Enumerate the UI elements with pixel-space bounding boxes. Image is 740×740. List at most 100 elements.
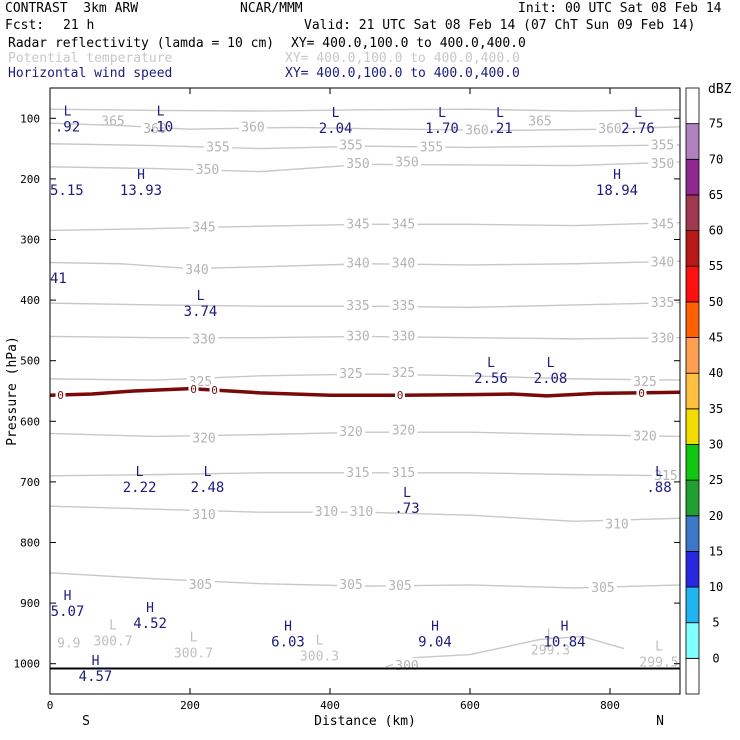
reflectivity-label-0: 0 bbox=[190, 383, 197, 396]
theta-label-bg bbox=[648, 254, 677, 269]
wind-extremum-value: 1.70 bbox=[425, 121, 459, 137]
wind-extremum-value: .92 bbox=[55, 119, 80, 135]
theta-label-bg bbox=[344, 464, 372, 479]
theta-label-335: 335 bbox=[392, 299, 415, 314]
theta-label-bg bbox=[344, 328, 372, 343]
theta-label-315: 315 bbox=[346, 466, 369, 481]
wind-extremum-value: .21 bbox=[487, 121, 512, 137]
colorbar: dBZ 0 5 10 15 20 25 30 35 40 45 50 55 60 65 70 75 bbox=[685, 82, 732, 695]
colorbar-swatch bbox=[685, 372, 700, 410]
theta-label-350: 350 bbox=[346, 157, 369, 172]
colorbar-level: 50 bbox=[709, 295, 723, 309]
theta-label-355: 355 bbox=[206, 140, 229, 155]
theta-label-335: 335 bbox=[651, 296, 674, 311]
theta-contour-365 bbox=[50, 108, 680, 112]
colorbar-level: 60 bbox=[709, 224, 723, 238]
theta-label-320: 320 bbox=[633, 429, 656, 444]
theta-label-bg bbox=[526, 113, 554, 128]
wind-extremum-type: L bbox=[403, 486, 411, 501]
colorbar-swatch bbox=[685, 586, 700, 624]
wind-extremum-type: L bbox=[197, 289, 205, 304]
wind-extremum-type: L bbox=[136, 465, 144, 480]
reflectivity-label-0: 0 bbox=[57, 389, 64, 402]
theta-label-320: 320 bbox=[392, 423, 415, 438]
colorbar-level: 5 bbox=[712, 616, 719, 630]
theta-label-bg bbox=[648, 155, 677, 170]
y-tick-label: 400 bbox=[20, 294, 40, 307]
wind-extremum-type: L bbox=[438, 106, 446, 121]
theta-label-bg bbox=[648, 216, 677, 231]
theta-label-bg bbox=[141, 121, 169, 136]
theta-label-340: 340 bbox=[346, 257, 369, 272]
theta-label-310: 310 bbox=[605, 517, 628, 532]
theta-label-bg bbox=[648, 137, 677, 152]
theta-label-bg bbox=[190, 219, 218, 234]
colorbar-level: 35 bbox=[709, 402, 723, 416]
theta-label-310: 310 bbox=[192, 508, 215, 523]
theta-label-bg bbox=[631, 428, 659, 443]
theta-label-350: 350 bbox=[395, 156, 418, 171]
theta-label-310: 310 bbox=[350, 505, 373, 520]
theta-label-330: 330 bbox=[392, 329, 415, 344]
theta-label-bg bbox=[648, 330, 677, 345]
colorbar-level: 30 bbox=[709, 437, 723, 451]
theta-label-340: 340 bbox=[185, 263, 208, 278]
colorbar-swatch bbox=[685, 479, 700, 517]
colorbar-level: 25 bbox=[709, 473, 723, 487]
theta-label-bg bbox=[186, 576, 215, 591]
theta-label-bg bbox=[204, 139, 232, 154]
right-end-label: N bbox=[656, 714, 664, 729]
theta-label-bg bbox=[347, 504, 376, 519]
y-tick-label: 300 bbox=[20, 234, 40, 247]
reflectivity-contours: 0 0 0 0 0 bbox=[49, 382, 681, 402]
colorbar-swatch bbox=[685, 87, 700, 125]
theta-label-330: 330 bbox=[651, 331, 674, 346]
wind-extremum-value: 4.52 bbox=[133, 616, 167, 632]
colorbar-level: 70 bbox=[709, 152, 723, 166]
colorbar-swatch bbox=[685, 158, 700, 196]
wind-extremum-value: 5.07 bbox=[51, 604, 85, 620]
wind-extremum-value: 3.74 bbox=[184, 304, 218, 320]
theta-label-355: 355 bbox=[651, 139, 674, 154]
colorbar-swatch bbox=[685, 444, 700, 481]
field-wind-xy: XY= 400.0,100.0 to 400.0,400.0 bbox=[285, 66, 520, 81]
theta-label-340: 340 bbox=[651, 256, 674, 271]
colorbar-swatch bbox=[685, 230, 700, 267]
colorbar-swatch bbox=[685, 408, 700, 445]
theta-label-bg bbox=[99, 113, 127, 128]
wind-extrema: L.92L.10L2.04L1.70L.21L2.765.15H13.93H18… bbox=[50, 104, 672, 685]
reflectivity-label-bg bbox=[55, 388, 66, 401]
theta-label-345: 345 bbox=[392, 217, 415, 232]
colorbar-swatch bbox=[685, 337, 700, 374]
theta-label-bg bbox=[389, 298, 418, 313]
wind-extremum-value: 10.84 bbox=[543, 634, 585, 650]
wind-extremum-type: H bbox=[613, 168, 621, 183]
theta-label-bg bbox=[344, 255, 372, 270]
theta-label-305: 305 bbox=[591, 581, 614, 596]
colorbar-swatch bbox=[685, 551, 700, 588]
field-reflectivity-xy: XY= 400.0,100.0 to 400.0,400.0 bbox=[291, 36, 526, 51]
theta-label-bg bbox=[463, 122, 491, 137]
wind-extremum-type: H bbox=[146, 601, 154, 616]
wind-extremum-type: H bbox=[137, 168, 145, 183]
theta-label-bg bbox=[603, 516, 631, 531]
theta-label-bg bbox=[337, 424, 365, 439]
theta-label-315: 315 bbox=[654, 469, 677, 484]
theta-label-355: 355 bbox=[339, 139, 362, 154]
theta-label-bg bbox=[337, 366, 365, 381]
wind-extremum-type: L bbox=[157, 104, 165, 119]
wind-extremum-value: 6.03 bbox=[271, 634, 305, 650]
theta-contour-340 bbox=[50, 260, 680, 270]
theta-label-320: 320 bbox=[192, 431, 215, 446]
colorbar-swatch bbox=[685, 657, 700, 695]
wind-extremum-value: 5.15 bbox=[50, 183, 84, 199]
reflectivity-label-bg bbox=[209, 384, 220, 397]
theta-label-bg bbox=[631, 373, 659, 388]
wind-extremum-type: L bbox=[487, 356, 495, 371]
y-tick-label: 600 bbox=[20, 415, 40, 428]
colorbar-level: 10 bbox=[709, 580, 723, 594]
wind-extremum-value: 2.76 bbox=[621, 121, 655, 137]
theta-label-bg bbox=[589, 579, 617, 594]
theta-label-360: 360 bbox=[241, 120, 264, 135]
